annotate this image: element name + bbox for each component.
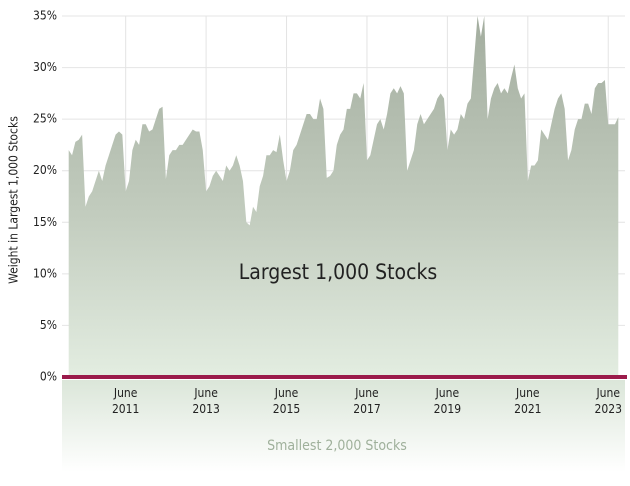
x-tick-label: June 2015: [273, 386, 300, 416]
x-tick-label: June 2017: [353, 386, 380, 416]
y-tick-label: 0%: [40, 370, 57, 384]
x-tick-label: June 2013: [192, 386, 219, 416]
y-tick-label: 35%: [33, 9, 57, 23]
x-tick-label: June 2021: [514, 386, 541, 416]
y-tick-label: 20%: [33, 163, 57, 177]
y-tick-label: 30%: [33, 60, 57, 74]
annotation: Smallest 2,000 Stocks: [267, 438, 407, 454]
area: [68, 16, 619, 377]
x-tick-label: June 2019: [434, 386, 462, 416]
y-axis-label: Weight in Largest 1,000 Stocks: [7, 116, 21, 284]
x-tick-label: June 2011: [112, 386, 139, 416]
annotation: Largest 1,000 Stocks: [239, 260, 438, 284]
y-tick-label: 10%: [33, 266, 57, 280]
y-tick-label: 5%: [40, 318, 57, 332]
x-tick-label: June 2023: [595, 386, 622, 416]
y-tick-label: 25%: [33, 112, 57, 126]
lower-region: [62, 380, 625, 472]
y-tick-label: 15%: [33, 215, 57, 229]
